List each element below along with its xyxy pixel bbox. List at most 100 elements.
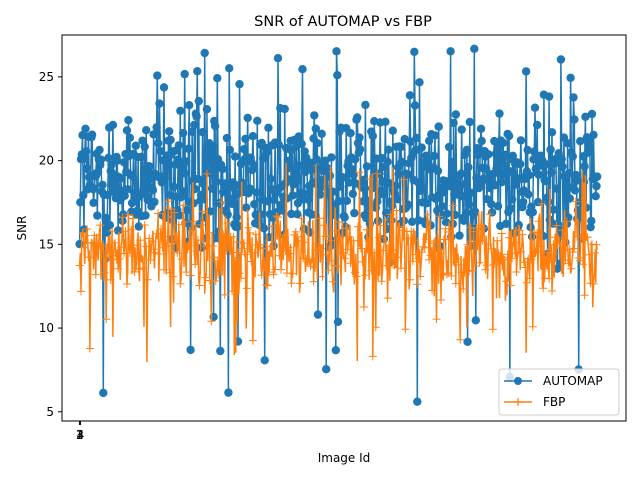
automap-point: [125, 133, 135, 142]
fbp-point: [220, 290, 229, 299]
automap-point: [159, 83, 169, 92]
fbp-point: [222, 246, 231, 255]
automap-point: [547, 168, 556, 177]
automap-point: [403, 200, 412, 209]
automap-point: [362, 162, 372, 171]
fbp-point: [306, 262, 315, 271]
automap-point: [591, 192, 600, 201]
fbp-point: [108, 227, 117, 236]
automap-point: [293, 210, 302, 219]
fbp-point: [191, 260, 200, 269]
automap-point: [442, 209, 452, 218]
automap-point: [249, 161, 258, 170]
fbp-point: [75, 261, 84, 270]
fbp-point: [149, 245, 158, 254]
automap-point: [441, 218, 451, 227]
automap-point: [87, 130, 97, 139]
fbp-point: [208, 242, 217, 250]
automap-point: [470, 44, 479, 53]
automap-point: [168, 216, 178, 225]
fbp-point: [589, 279, 598, 288]
fbp-point: [352, 272, 361, 281]
fbp-point: [278, 234, 287, 243]
fbp-point: [346, 259, 355, 268]
automap-point: [294, 132, 303, 141]
automap-point: [524, 190, 533, 199]
plot-area: [75, 44, 602, 406]
automap-point: [516, 136, 526, 145]
y-tick-label: 25: [39, 70, 54, 84]
fbp-point: [388, 260, 397, 269]
fbp-point: [232, 238, 241, 246]
automap-point: [495, 109, 504, 118]
automap-point: [445, 182, 454, 191]
fbp-point: [148, 237, 157, 246]
fbp-point: [579, 260, 588, 269]
fbp-point: [83, 225, 91, 233]
automap-point: [190, 120, 199, 130]
fbp-point: [401, 325, 410, 334]
automap-point: [524, 171, 534, 180]
fbp-point: [324, 266, 333, 275]
automap-point: [541, 160, 551, 169]
automap-point: [278, 206, 287, 215]
automap-point: [107, 160, 116, 170]
fbp-point: [245, 228, 254, 237]
automap-point: [475, 181, 484, 190]
automap-point: [412, 133, 421, 143]
automap-point: [487, 200, 496, 209]
fbp-point: [87, 238, 96, 247]
fbp-point: [380, 215, 389, 224]
fbp-point: [571, 197, 580, 206]
fbp-point: [543, 248, 552, 257]
fbp-point: [277, 265, 285, 274]
fbp-point: [285, 249, 294, 258]
fbp-point: [481, 265, 490, 274]
automap-point: [506, 204, 515, 213]
fbp-point: [354, 222, 362, 231]
automap-point: [462, 145, 472, 155]
fbp-point: [102, 315, 111, 324]
fbp-point: [534, 217, 543, 226]
automap-point: [359, 175, 369, 184]
fbp-point: [183, 245, 192, 254]
fbp-point: [383, 294, 392, 303]
automap-point: [105, 221, 115, 230]
automap-point: [471, 316, 480, 325]
automap-point: [413, 397, 422, 406]
fbp-point: [546, 254, 555, 263]
fbp-point: [408, 257, 417, 266]
automap-point: [549, 205, 558, 214]
automap-point: [216, 346, 225, 356]
automap-point: [303, 195, 312, 204]
automap-point: [457, 125, 466, 134]
automap-point: [585, 137, 594, 146]
legend-fbp-label: FBP: [543, 395, 565, 409]
automap-point: [290, 169, 300, 178]
automap-point: [208, 142, 218, 151]
automap-point: [444, 142, 454, 152]
fbp-point: [228, 287, 237, 296]
automap-point: [333, 317, 343, 326]
automap-point: [93, 211, 102, 220]
fbp-point: [327, 236, 336, 245]
fbp-point: [549, 240, 558, 249]
automap-point: [207, 184, 217, 193]
fbp-point: [552, 221, 561, 230]
automap-point: [368, 131, 377, 141]
fbp-point: [308, 255, 317, 264]
automap-point: [592, 181, 601, 191]
fbp-point: [382, 261, 391, 270]
automap-point: [492, 164, 501, 173]
fbp-point: [368, 352, 377, 361]
automap-point: [544, 197, 553, 207]
fbp-point: [531, 247, 540, 256]
fbp-point: [251, 230, 260, 239]
fbp-point: [189, 217, 198, 226]
fbp-point: [322, 250, 331, 259]
automap-point: [187, 127, 197, 136]
fbp-point: [497, 229, 506, 238]
automap-point: [142, 126, 151, 135]
automap-point: [424, 136, 434, 145]
